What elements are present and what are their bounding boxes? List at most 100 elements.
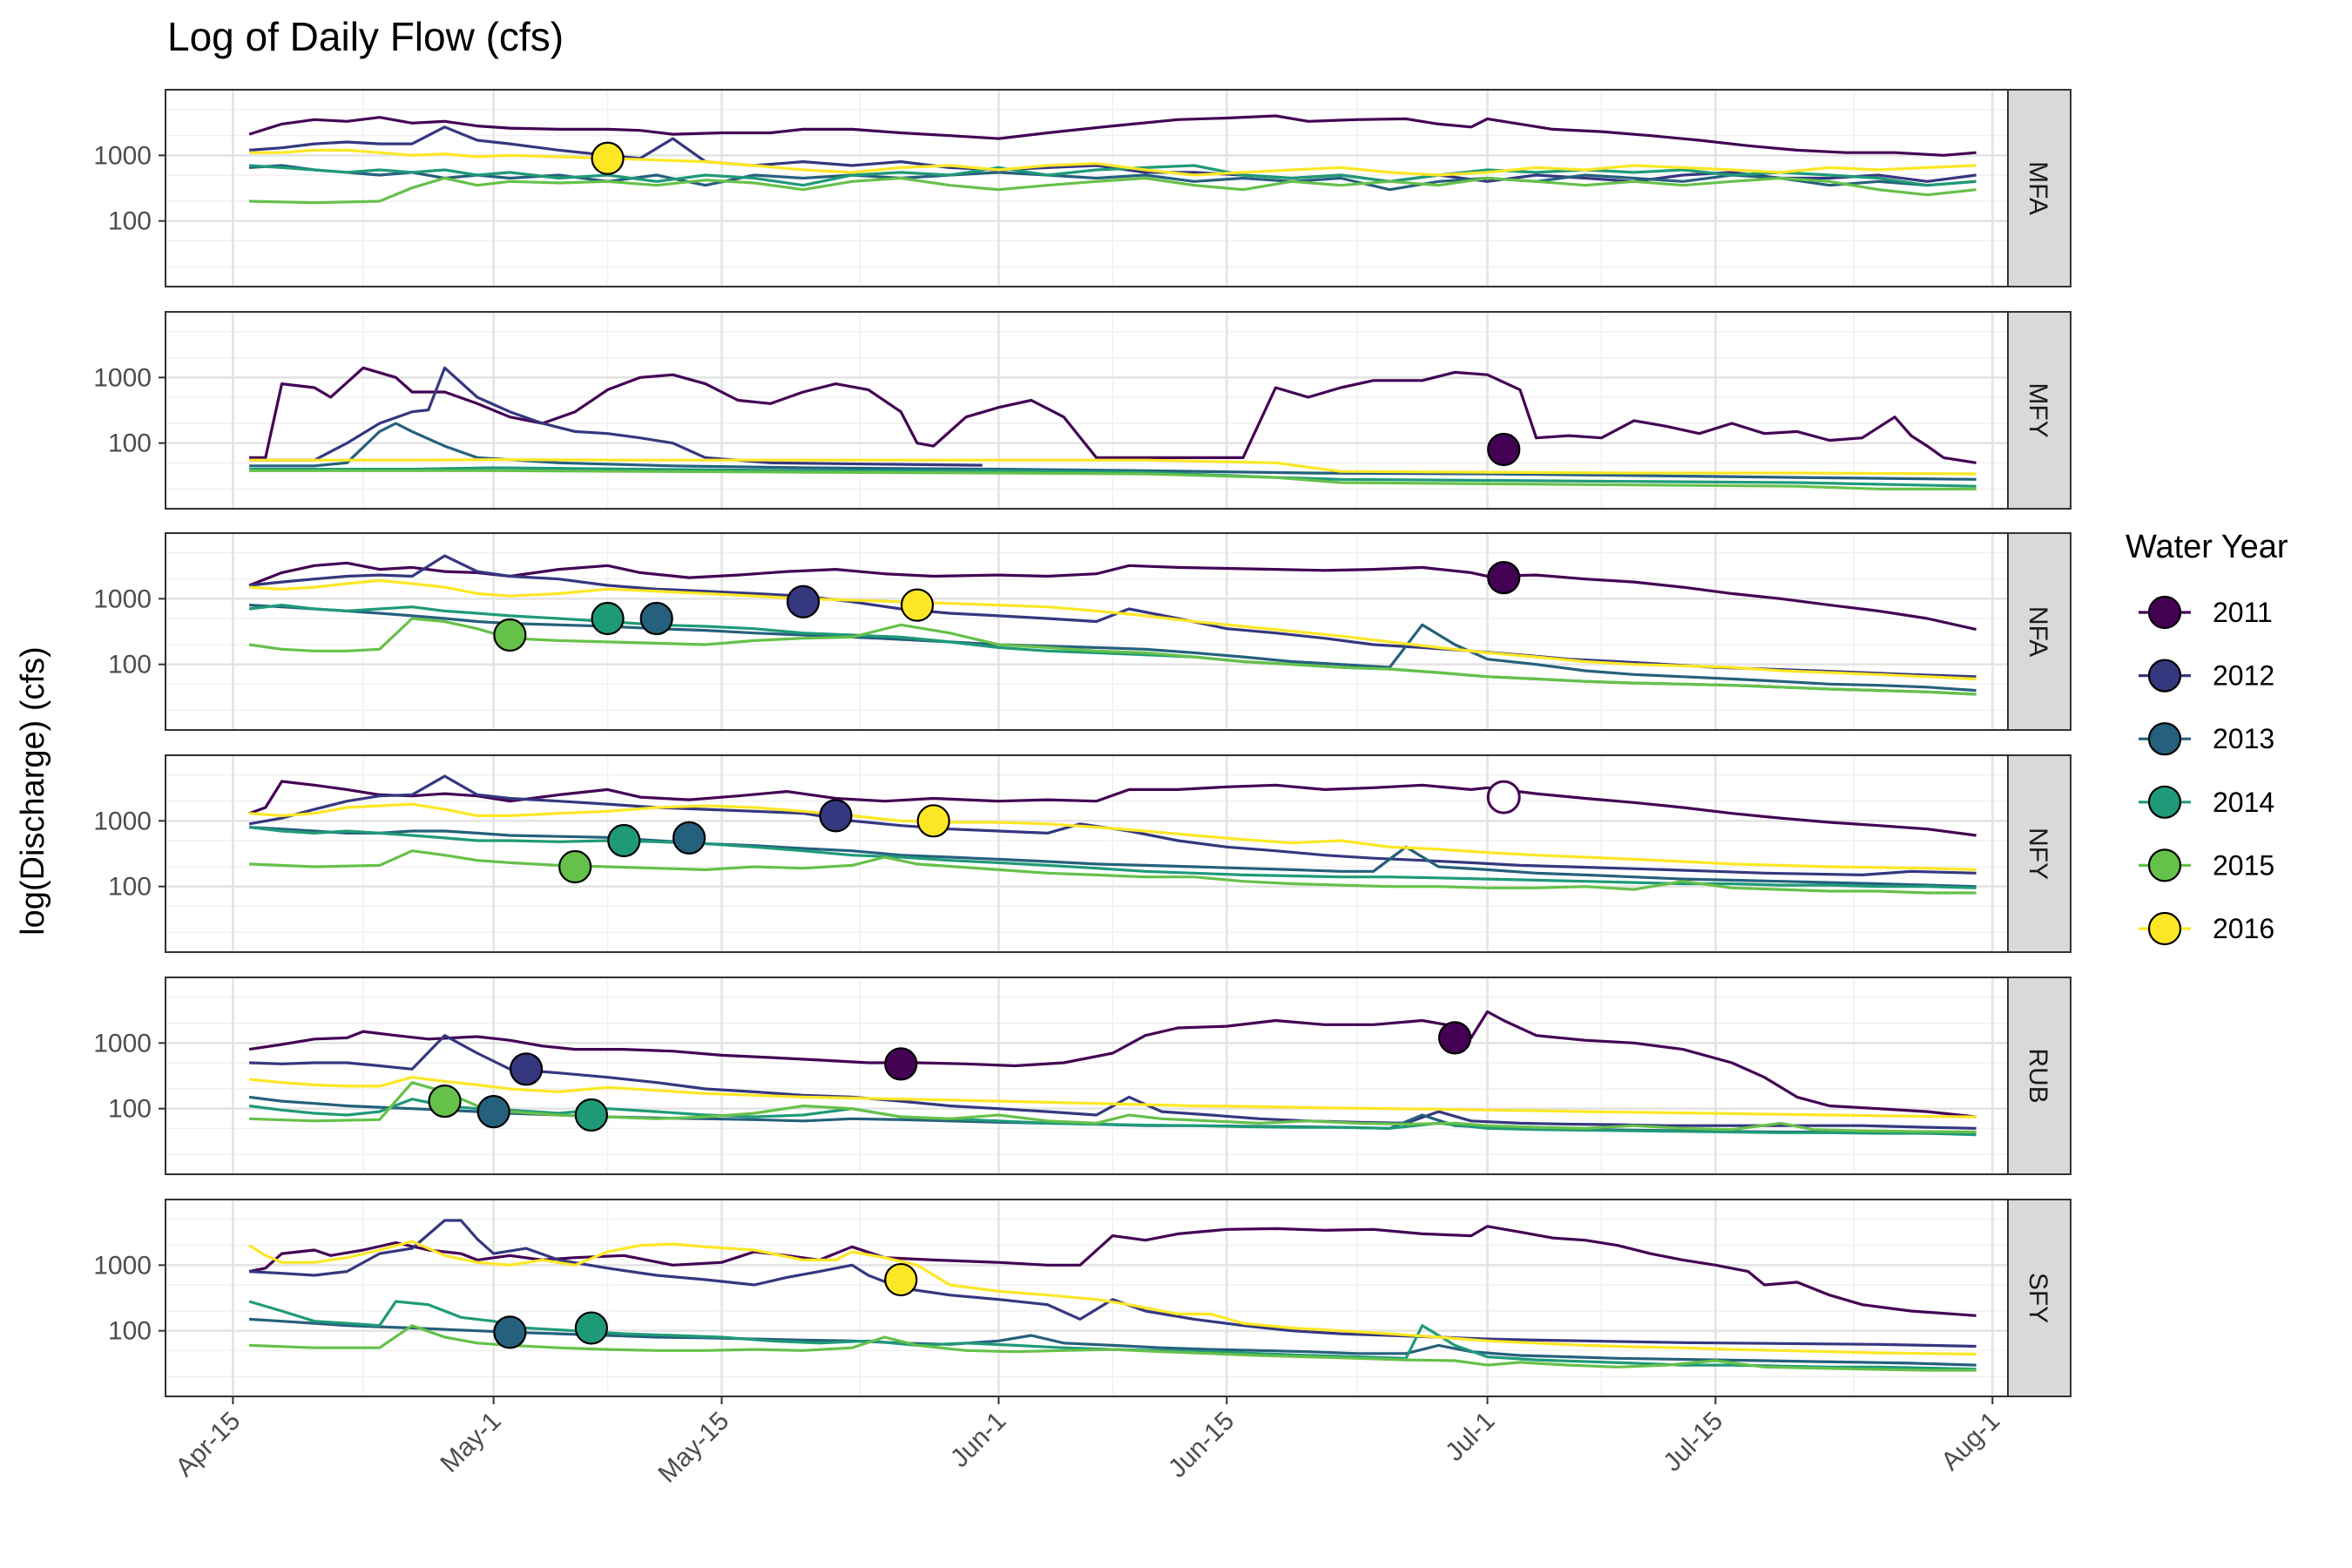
event-marker-2015 [428,1084,462,1119]
legend-label: 2012 [2213,660,2274,692]
facet-strip [2007,89,2072,287]
series-line-2011 [248,561,1977,632]
series-line-2015 [249,1081,1977,1134]
series-line-2011 [249,366,1977,464]
series-line-2011 [248,1225,1977,1317]
event-marker-2011 [1487,432,1521,467]
series-line-2013 [249,604,1977,693]
x-tick-label: Jul-15 [1658,1407,1728,1477]
legend-item-2011: 2011 [2139,595,2273,630]
facet-strip [2007,977,2072,1175]
y-tick-label: 100 [108,1095,152,1124]
y-tick-label: 1000 [93,141,152,170]
x-tick-label: Aug-1 [1936,1407,2005,1477]
legend-label: 2011 [2213,597,2273,628]
panel-mfa: MFA 100 1000 [93,88,2072,288]
legend-marker [2147,848,2182,882]
event-marker-2014 [607,823,641,858]
legend: Water Year 2011 2012 2013 2014 2015 2016 [2126,529,2288,946]
facet-strip-label: MFY [2024,382,2052,437]
event-marker-2015 [493,618,527,652]
series-line-2015 [248,617,1977,696]
legend-marker [2147,911,2182,946]
facet-strip-label: MFA [2024,161,2052,215]
legend-item-2016: 2016 [2139,911,2274,946]
event-marker-2012 [786,585,821,618]
panel-background [166,755,2008,952]
y-tick-label: 100 [108,207,152,236]
panel-background [166,90,2008,287]
panel-nfy: NFY 100 1000 [93,754,2072,954]
series-line-2011 [248,780,1977,837]
legend-marker [2147,785,2182,819]
legend-label: 2013 [2213,723,2274,754]
facet-strip [2007,1199,2072,1397]
event-marker-2016 [916,804,950,838]
series-lines [248,114,1977,205]
series-line-2013 [249,1317,1977,1367]
legend-marker [2147,722,2182,756]
legend-item-2014: 2014 [2139,785,2274,819]
x-tick-label: Jul-1 [1440,1407,1500,1467]
series-line-2014 [248,1300,1977,1371]
event-marker-2011 [1487,560,1521,595]
event-marker-2016 [591,141,625,175]
panel-background [166,977,2008,1174]
series-line-2014 [249,466,1977,488]
x-tick-label: May-15 [652,1407,734,1489]
event-marker-2011 [1486,780,1521,814]
panel-sfy: SFY 100 1000 [93,1198,2072,1398]
panel-mfy: MFY 100 1000 [93,310,2072,510]
legend-title: Water Year [2126,529,2288,565]
legend-item-2012: 2012 [2139,659,2274,693]
y-tick-label: 1000 [93,363,152,392]
y-axis-label: log(Discharge) (cfs) [15,646,51,936]
series-line-2016 [249,148,1977,177]
event-marker-2014 [574,1311,608,1345]
legend-item-2015: 2015 [2139,848,2274,882]
series-line-2011 [248,114,1977,157]
series-line-2011 [248,1010,1977,1119]
event-marker-2012 [819,799,853,833]
event-marker-2012 [509,1052,544,1086]
event-marker-2016 [900,588,935,622]
panel-nfa: NFA 100 1000 [93,531,2072,732]
series-line-2012 [249,366,983,467]
x-tick-label: Apr-15 [170,1407,246,1483]
event-marker-2016 [884,1262,918,1297]
chart-title: Log of Daily Flow (cfs) [167,14,564,59]
panel-background [166,533,2008,730]
legend-marker [2147,595,2182,630]
facet-strip-label: NFY [2024,828,2052,880]
event-marker-2014 [591,601,625,636]
y-tick-label: 100 [108,651,152,679]
facet-strip-label: RUB [2024,1048,2052,1103]
x-tick-label: Jun-15 [1163,1407,1240,1484]
y-tick-label: 100 [108,429,152,458]
series-line-2015 [249,469,1977,490]
y-tick-label: 100 [108,1317,152,1346]
series-line-2016 [249,578,1977,680]
facet-strip-label: NFA [2024,606,2052,657]
y-tick-label: 1000 [93,1251,152,1280]
series-line-2015 [249,849,1977,895]
y-tick-label: 100 [108,873,152,902]
event-marker-2011 [1438,1021,1472,1055]
y-tick-label: 1000 [93,585,152,613]
y-tick-label: 1000 [93,807,152,835]
series-line-2012 [249,1219,1977,1348]
series-line-2013 [249,826,1977,889]
facet-strip [2007,532,2072,731]
event-marker-2013 [476,1095,510,1129]
series-line-2015 [249,176,1977,205]
panel-background [166,312,2008,509]
event-marker-2015 [558,849,592,884]
x-tick-label: May-1 [435,1407,506,1478]
x-tick-label: Jun-1 [945,1407,1011,1473]
legend-label: 2015 [2213,849,2274,881]
series-lines [249,366,1977,490]
facet-strip [2007,311,2072,510]
y-tick-label: 1000 [93,1029,152,1058]
series-line-2016 [249,457,1977,476]
